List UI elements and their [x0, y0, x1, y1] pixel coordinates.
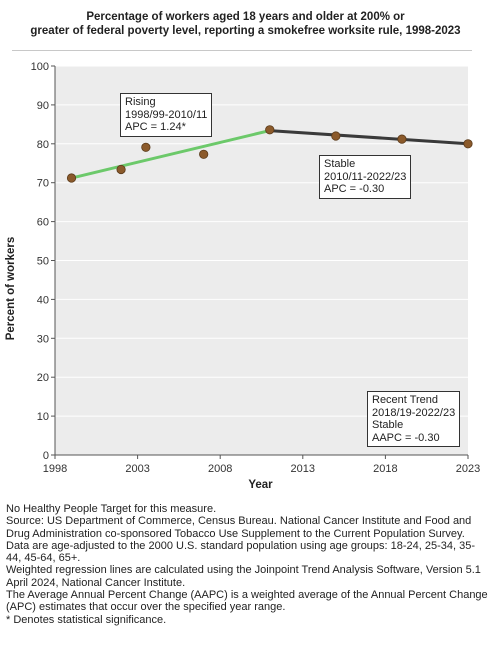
y-tick-label: 90: [37, 100, 49, 112]
annotation-rising: Rising 1998/99-2010/11 APC = 1.24*: [120, 93, 213, 137]
y-tick-label: 20: [37, 372, 49, 384]
y-tick-label: 100: [31, 61, 49, 73]
x-tick-label: 2023: [456, 463, 480, 475]
chart-title-line-1: Percentage of workers aged 18 years and …: [86, 11, 405, 23]
y-tick-label: 40: [37, 294, 49, 306]
annotation-recent-line-4: AAPC = -0.30: [372, 431, 440, 444]
chart-title-line-2: greater of federal poverty level, report…: [30, 25, 461, 37]
data-point: [66, 173, 77, 183]
footnotes: No Healthy People Target for this measur…: [6, 503, 488, 626]
y-tick-label: 30: [37, 333, 49, 345]
y-axis-label: Percent of workers: [5, 237, 17, 341]
x-axis-label: Year: [248, 479, 273, 491]
footnote-target: No Healthy People Target for this measur…: [6, 503, 217, 515]
footnote-age-adjust: Data are age-adjusted to the 2000 U.S. s…: [6, 539, 476, 565]
annotation-recent-line-1: Recent Trend: [372, 394, 439, 406]
annotation-recent-line-3: Stable: [372, 419, 404, 431]
annotation-stable-line-3: APC = -0.30: [324, 183, 385, 195]
y-tick-label: 60: [37, 217, 49, 229]
annotation-stable-line-2: 2010/11-2022/23: [324, 170, 407, 183]
trend-line-stable: [268, 129, 470, 146]
annotation-stable: Stable 2010/11-2022/23 APC = -0.30: [319, 155, 412, 199]
annotation-recent-trend: Recent Trend 2018/19-2022/23 Stable AAPC…: [367, 391, 461, 447]
y-tick-label: 50: [37, 256, 49, 268]
data-point: [141, 142, 151, 152]
annotation-recent-line-2: 2018/19-2022/23: [372, 406, 456, 419]
annotation-rising-line-3: APC = 1.24*: [125, 121, 186, 133]
y-tick-label: 10: [37, 411, 49, 423]
data-point: [331, 131, 341, 141]
annotation-stable-line-1: Stable: [324, 158, 356, 170]
footnote-source: Source: US Department of Commerce, Censu…: [6, 515, 472, 540]
data-point: [116, 164, 126, 175]
annotation-rising-line-1: Rising: [125, 96, 156, 108]
footnote-significance: * Denotes statistical significance.: [6, 613, 167, 626]
x-tick-label: 2003: [125, 463, 149, 475]
annotation-rising-line-2: 1998/99-2010/11: [125, 108, 208, 121]
footnote-regression: Weighted regression lines are calculated…: [6, 564, 481, 589]
x-tick-label: 2013: [291, 463, 315, 475]
data-point: [199, 149, 209, 159]
y-tick-label: 80: [37, 139, 49, 151]
y-tick-label: 0: [43, 450, 49, 462]
y-tick-label: 70: [37, 178, 49, 190]
x-tick-label: 2008: [208, 463, 232, 475]
title-divider: [12, 50, 472, 51]
data-point: [463, 139, 473, 149]
x-tick-label: 2018: [373, 463, 397, 475]
footnote-aapc: The Average Annual Percent Change (AAPC)…: [6, 589, 488, 614]
data-point: [397, 134, 407, 144]
x-tick-label: 1998: [43, 463, 67, 475]
chart-title: Percentage of workers aged 18 years and …: [0, 10, 491, 38]
data-point: [265, 125, 275, 135]
trend-line-rising: [70, 129, 272, 180]
